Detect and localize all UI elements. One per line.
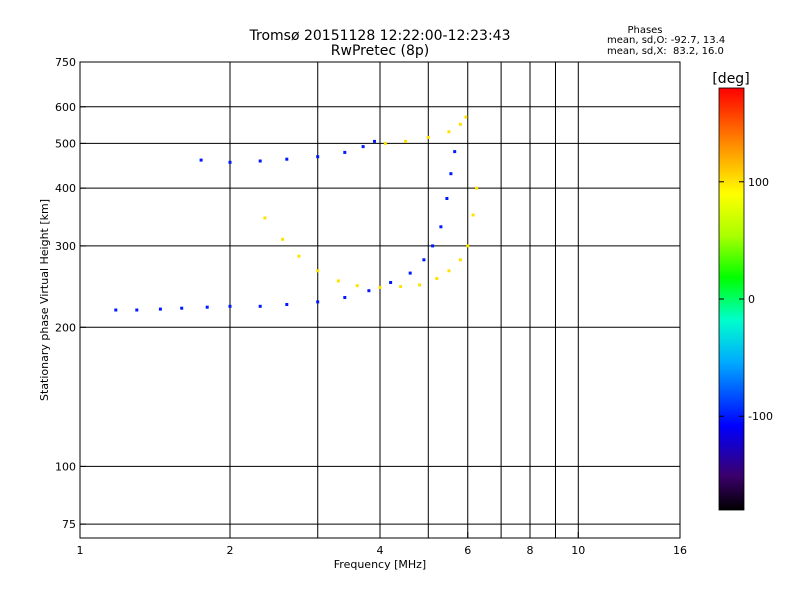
data-point (466, 244, 470, 248)
data-point (258, 304, 262, 308)
data-point (458, 122, 462, 126)
data-point (404, 139, 407, 143)
y-tick-label: 400 (55, 182, 76, 195)
data-point (355, 284, 359, 288)
y-tick-label: 500 (55, 137, 76, 150)
data-point (258, 159, 262, 163)
colorbar-label: [deg] (712, 71, 749, 87)
data-point (422, 258, 426, 262)
x-axis-label: Frequency [MHz] (334, 558, 426, 571)
y-tick-label: 750 (55, 56, 76, 69)
stats-o: mean, sd,O: -92.7, 13.4 (607, 35, 725, 46)
x-tick-label: 4 (377, 544, 384, 557)
data-point (426, 135, 430, 139)
data-point (389, 281, 393, 284)
y-tick-label: 75 (62, 518, 76, 531)
colorbar-tick-label: 0 (748, 293, 755, 306)
x-tick-label: 2 (227, 544, 234, 557)
grid (80, 62, 680, 538)
data-point (373, 139, 376, 143)
data-point (285, 157, 289, 161)
x-tick-label: 10 (571, 544, 585, 557)
data-point (180, 306, 184, 310)
data-point (449, 172, 453, 176)
y-tick-label: 100 (55, 460, 76, 473)
data-point (316, 269, 320, 273)
x-tick-label: 16 (673, 544, 687, 557)
data-point (336, 279, 340, 283)
y-axis-label: Stationary phase Virtual Height [km] (38, 199, 51, 401)
data-point (439, 225, 443, 229)
data-point (228, 304, 232, 308)
data-point (447, 130, 451, 134)
data-point (158, 307, 162, 311)
data-point (263, 216, 267, 220)
stats-x: mean, sd,X: 83.2, 16.0 (607, 46, 724, 57)
data-point (343, 296, 347, 299)
data-point (431, 244, 435, 248)
data-point (435, 277, 439, 280)
x-tick-label: 1 (77, 544, 84, 557)
data-point (399, 285, 403, 289)
data-point (378, 285, 382, 289)
data-point (316, 155, 320, 159)
data-point (447, 269, 451, 273)
x-axis: 1 2 4 6 8 10 16 (77, 532, 687, 557)
colorbar-ticks: 100 0 -100 (719, 176, 773, 423)
data-point (114, 308, 118, 312)
data-point (285, 303, 289, 306)
data-point (367, 289, 371, 293)
data-point (316, 300, 320, 304)
chart-subtitle: RwPretec (8p) (331, 43, 429, 59)
data-point (445, 197, 449, 200)
data-point (418, 283, 421, 287)
data-points (114, 115, 479, 312)
y-tick-label: 300 (55, 240, 76, 253)
data-point (458, 258, 462, 262)
chart-title: Tromsø 20151128 12:22:00-12:23:43 (249, 28, 511, 44)
data-point (383, 141, 387, 145)
y-tick-label: 200 (55, 321, 76, 334)
colorbar-tick-label: -100 (748, 410, 773, 423)
data-point (408, 271, 412, 275)
data-point (297, 254, 301, 258)
colorbar-tick-label: 100 (748, 176, 769, 189)
data-point (205, 305, 209, 309)
data-point (453, 150, 457, 154)
data-point (471, 213, 475, 217)
data-point (475, 186, 479, 190)
data-point (343, 150, 347, 154)
x-tick-label: 8 (527, 544, 534, 557)
stats-heading: Phases (627, 25, 662, 36)
data-point (228, 160, 232, 164)
y-tick-label: 600 (55, 101, 76, 114)
y-axis: 75 100 200 300 400 500 600 750 (55, 56, 86, 531)
data-point (361, 145, 365, 149)
data-point (464, 115, 468, 119)
x-tick-label: 6 (464, 544, 471, 557)
data-point (135, 308, 139, 312)
data-point (199, 158, 203, 162)
data-point (281, 237, 285, 241)
